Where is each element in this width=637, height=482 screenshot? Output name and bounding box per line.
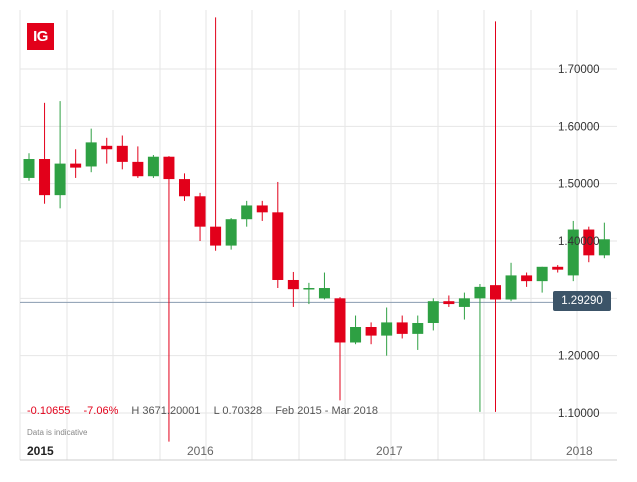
candle	[210, 17, 222, 251]
candle-body	[256, 205, 268, 213]
date-range: Feb 2015 - Mar 2018	[275, 405, 378, 417]
candle-body	[365, 327, 377, 336]
candle	[396, 315, 408, 339]
candle	[39, 102, 51, 204]
candle	[505, 262, 517, 302]
candle-body	[303, 288, 315, 290]
candle	[458, 292, 470, 320]
candle	[583, 226, 595, 263]
candle	[256, 200, 268, 221]
candle	[225, 218, 237, 250]
candle-body	[521, 275, 533, 282]
candle	[490, 21, 501, 412]
candle	[194, 192, 206, 241]
candle-body	[225, 219, 237, 246]
candle-body	[536, 266, 548, 282]
y-tick-label: 1.20000	[558, 351, 600, 363]
candle-body	[23, 159, 35, 178]
stats-bar: -0.10655 -7.06% H 3671.20001 L 0.70328 F…	[27, 405, 388, 417]
candle-body	[381, 322, 393, 336]
candle	[412, 315, 424, 350]
candle	[474, 284, 486, 412]
current-price-label: 1.29290	[561, 295, 603, 307]
candle-body	[54, 163, 66, 196]
candle-body	[583, 229, 595, 256]
candle-body	[474, 286, 486, 299]
candle-body	[179, 179, 190, 197]
candle	[147, 155, 159, 178]
candle	[70, 149, 82, 178]
candle	[54, 101, 66, 209]
candle-body	[567, 229, 579, 276]
candle	[552, 265, 564, 273]
y-tick-label: 1.60000	[558, 121, 600, 133]
y-tick-label: 1.50000	[558, 179, 600, 191]
candle-body	[163, 156, 175, 180]
candle	[334, 297, 346, 401]
candle	[85, 128, 97, 173]
candle-body	[443, 301, 455, 305]
low-value: L 0.70328	[213, 405, 263, 417]
change-value: -0.10655	[27, 405, 71, 417]
candle-body	[116, 145, 128, 162]
candle-body	[85, 142, 97, 167]
candle	[132, 146, 144, 178]
candle-body	[552, 266, 564, 270]
candle	[272, 181, 284, 289]
logo-text: IG	[33, 28, 48, 45]
y-tick-label: 1.40000	[558, 236, 600, 248]
candle	[241, 200, 253, 227]
candle-body	[490, 285, 501, 300]
candle-body	[412, 322, 424, 334]
candle	[23, 153, 35, 181]
x-tick-label: 2017	[376, 444, 403, 458]
candle	[116, 135, 128, 170]
candle	[163, 156, 175, 442]
candle-body	[458, 298, 470, 307]
candle-body	[350, 327, 362, 343]
candle-body	[396, 322, 408, 334]
candle	[381, 307, 393, 356]
candle	[350, 315, 362, 345]
candle-body	[210, 226, 222, 246]
candle	[443, 295, 455, 307]
candle	[598, 222, 610, 259]
current-price-badge: 1.29290	[553, 291, 611, 311]
candle	[287, 271, 299, 307]
x-tick-label: 2018	[566, 444, 593, 458]
candle	[521, 272, 533, 287]
candle-body	[598, 239, 610, 256]
y-tick-label: 1.10000	[558, 408, 600, 420]
candle-body	[39, 159, 51, 196]
high-value: H 3671.20001	[131, 405, 201, 417]
candle	[365, 322, 377, 345]
candle-body	[132, 161, 144, 177]
candle-body	[101, 145, 113, 150]
candle	[303, 282, 315, 305]
candle	[427, 298, 439, 331]
candle	[318, 272, 330, 300]
candle-body	[70, 163, 82, 168]
candle-body	[194, 196, 206, 227]
x-tick-label: 2016	[187, 444, 214, 458]
candle	[101, 137, 113, 164]
y-tick-label: 1.70000	[558, 64, 600, 76]
candle-body	[287, 279, 299, 290]
candle	[567, 220, 579, 282]
candle-body	[272, 212, 284, 280]
candle-body	[147, 156, 159, 177]
candle-body	[334, 298, 346, 343]
candle	[179, 173, 190, 201]
ig-logo: IG	[27, 23, 54, 50]
candle-body	[318, 288, 330, 299]
candle	[536, 266, 548, 293]
candle-body	[427, 301, 439, 323]
candle-body	[241, 205, 253, 220]
candle-body	[505, 275, 517, 300]
change-percent: -7.06%	[83, 405, 119, 417]
disclaimer-text: Data is indicative	[27, 428, 88, 437]
x-tick-label: 2015	[27, 444, 54, 458]
